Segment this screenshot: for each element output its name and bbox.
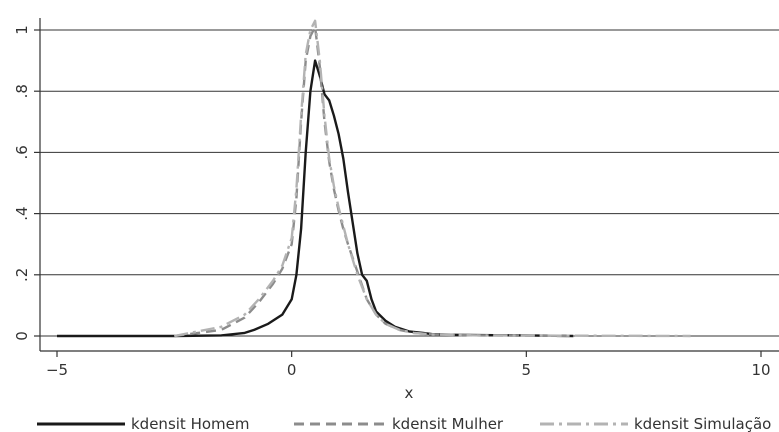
series-lines (57, 19, 691, 338)
gridlines (40, 29, 779, 337)
series-line-1 (174, 25, 574, 338)
x-tick-label-1: 0 (287, 361, 297, 379)
series-line-0 (57, 59, 574, 338)
legend: kdensit Homem kdensit Mulher kdensit Simul… (37, 415, 771, 432)
y-tick-label-3: .6 (13, 145, 31, 159)
tick-marks-and-labels: 0 .2 .4 .6 .8 1 −5 0 5 10 (13, 25, 771, 379)
x-tick-label-0: −5 (46, 361, 68, 379)
axes (39, 18, 779, 352)
y-tick-label-5: 1 (13, 25, 31, 35)
x-tick-label-3: 10 (751, 361, 770, 379)
y-tick-label-4: .8 (13, 84, 31, 98)
y-tick-label-1: .2 (13, 268, 31, 282)
series-line-2 (174, 19, 691, 338)
legend-label-1: kdensit Mulher (392, 415, 504, 432)
y-tick-label-2: .4 (13, 206, 31, 220)
y-tick-label-0: 0 (13, 331, 31, 341)
legend-label-2: kdensit Simulação (634, 415, 771, 432)
x-tick-label-2: 5 (522, 361, 532, 379)
legend-label-0: kdensit Homem (131, 415, 249, 432)
x-axis-title: x (405, 384, 414, 402)
